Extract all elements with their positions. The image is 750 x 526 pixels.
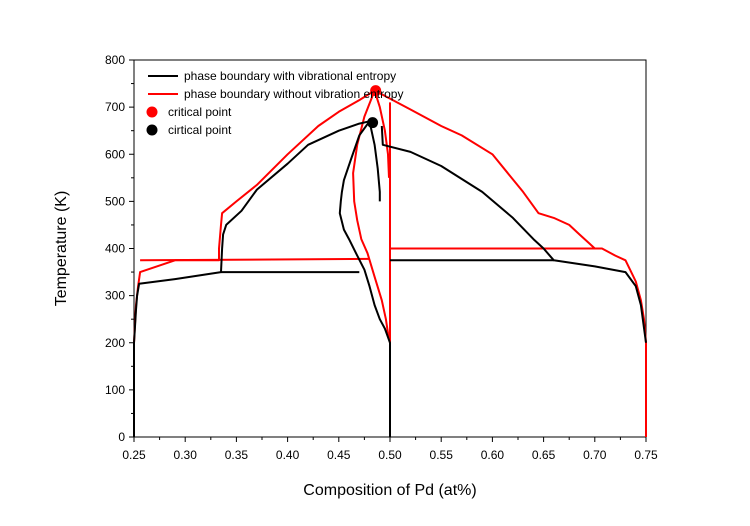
legend-marker-swatch <box>146 106 158 118</box>
y-tick-label: 400 <box>105 242 125 256</box>
y-axis-ticks: 0 100 200 300 400 500 600 700 800 <box>105 53 134 444</box>
series-line-segment <box>140 257 370 262</box>
y-tick-label: 0 <box>118 430 125 444</box>
y-tick-label: 700 <box>105 100 125 114</box>
x-tick-label: 0.50 <box>378 448 402 462</box>
series-layer <box>133 89 647 437</box>
legend-label: phase boundary with vibrational entropy <box>184 69 396 83</box>
x-axis-ticks: 0.25 0.30 0.35 0.40 0.45 0.50 0.55 0.60 0.65 0.70… <box>122 437 658 462</box>
x-tick-label: 0.30 <box>174 448 198 462</box>
y-tick-label: 600 <box>105 147 125 161</box>
critical-point-marker <box>370 85 382 97</box>
y-axis-title: Temperature (K) <box>53 191 70 307</box>
series-line-segment <box>352 90 391 344</box>
legend-marker-swatch <box>146 124 158 136</box>
y-tick-label: 800 <box>105 53 125 67</box>
legend-label: critical point <box>168 105 232 119</box>
x-tick-label: 0.25 <box>122 448 146 462</box>
legend: phase boundary with vibrational entropy p… <box>146 69 403 137</box>
y-tick-label: 500 <box>105 194 125 208</box>
critical-point-marker <box>367 117 379 129</box>
series-line-segment <box>380 125 647 343</box>
x-tick-label: 0.60 <box>481 448 505 462</box>
critical-points-layer <box>367 85 382 129</box>
y-tick-label: 100 <box>105 383 125 397</box>
series-with-vibration <box>133 120 647 437</box>
x-tick-label: 0.55 <box>430 448 454 462</box>
x-tick-label: 0.45 <box>327 448 351 462</box>
x-tick-label: 0.40 <box>276 448 300 462</box>
y-tick-label: 300 <box>105 289 125 303</box>
legend-label: phase boundary without vibration entropy <box>184 87 403 101</box>
x-tick-label: 0.65 <box>532 448 556 462</box>
x-axis-title: Composition of Pd (at%) <box>303 482 476 499</box>
legend-label: cirtical point <box>168 123 232 137</box>
series-line-segment <box>338 120 391 437</box>
y-tick-label: 200 <box>105 336 125 350</box>
series-line-segment <box>373 90 390 178</box>
x-tick-label: 0.70 <box>583 448 607 462</box>
x-tick-label: 0.35 <box>225 448 249 462</box>
series-line-segment <box>368 121 381 202</box>
series-without-vibration <box>133 89 647 437</box>
series-line-segment <box>133 120 370 437</box>
x-tick-label: 0.75 <box>634 448 658 462</box>
